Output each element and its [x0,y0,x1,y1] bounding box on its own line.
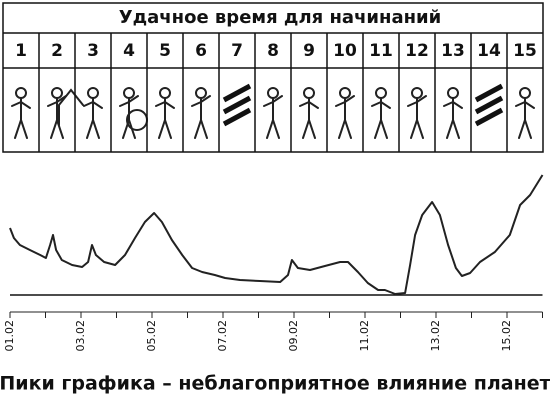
stripe [474,107,504,127]
column-number: 14 [477,41,501,61]
icon [474,83,504,127]
figure [443,97,463,139]
column-number: 5 [159,41,171,61]
icon [371,87,391,139]
icon [443,87,463,139]
column-number: 8 [267,41,279,61]
column-number: 10 [333,41,357,61]
head [411,87,423,99]
head [195,87,207,99]
figure [335,95,355,139]
stripe [474,83,504,103]
figure [407,95,427,139]
head [15,87,27,99]
column-number: 3 [87,41,99,61]
head [519,87,531,99]
figure [371,97,391,139]
figure [263,95,283,139]
figure [11,97,31,139]
head [123,87,135,99]
icon [83,87,103,139]
icon [191,87,211,139]
stripe [222,107,252,127]
x-tick-label: 13.02 [429,320,442,352]
x-tick-label: 03.02 [74,320,87,352]
figure [155,97,175,139]
column-number: 7 [231,41,243,61]
icon [11,87,31,139]
x-tick-label: 01.02 [3,320,16,352]
head [267,87,279,99]
column-number: 15 [513,41,537,61]
plot: 01.02 03.02 05.02 07.02 09.02 11.02 13.02 15.02 [3,174,544,352]
head [375,87,387,99]
head [87,87,99,99]
head [447,87,459,99]
column-number: 4 [123,41,135,61]
stripe [222,95,252,115]
figure [47,95,67,139]
icon [222,83,252,127]
icon [515,87,535,139]
column-number: 12 [405,41,429,61]
table-columns: 1 2 3 4 5 6 7 8 9 10 11 12 13 14 15 [11,33,537,152]
figure [119,95,139,139]
head [159,87,171,99]
icon [119,87,148,139]
head [51,87,63,99]
column-number: 6 [195,41,207,61]
stripe [474,95,504,115]
figure [299,97,319,139]
figure [515,97,535,139]
stripe [222,83,252,103]
column-number: 1 [15,41,27,61]
column-number: 11 [369,41,393,61]
table-frame [2,2,544,153]
x-tick-label: 15.02 [500,320,513,352]
table-title: Удачное время для начинаний [119,7,442,28]
head [303,87,315,99]
house [58,88,84,126]
series-line [9,174,544,295]
x-tick-label: 07.02 [216,320,229,352]
icon [155,87,175,139]
caption: Пики графика – неблагоприятное влияние п… [0,373,550,395]
icon [407,87,427,139]
icon [263,87,283,139]
icon [335,87,355,139]
column-number: 13 [441,41,465,61]
column-number: 2 [51,41,63,61]
x-tick-label: 05.02 [145,320,158,352]
x-tick-label: 11.02 [358,320,371,352]
head [339,87,351,99]
figure [191,95,211,139]
icon [47,87,84,139]
icon [299,87,319,139]
column-number: 9 [303,41,315,61]
figure [83,97,103,139]
x-tick-label: 09.02 [287,320,300,352]
